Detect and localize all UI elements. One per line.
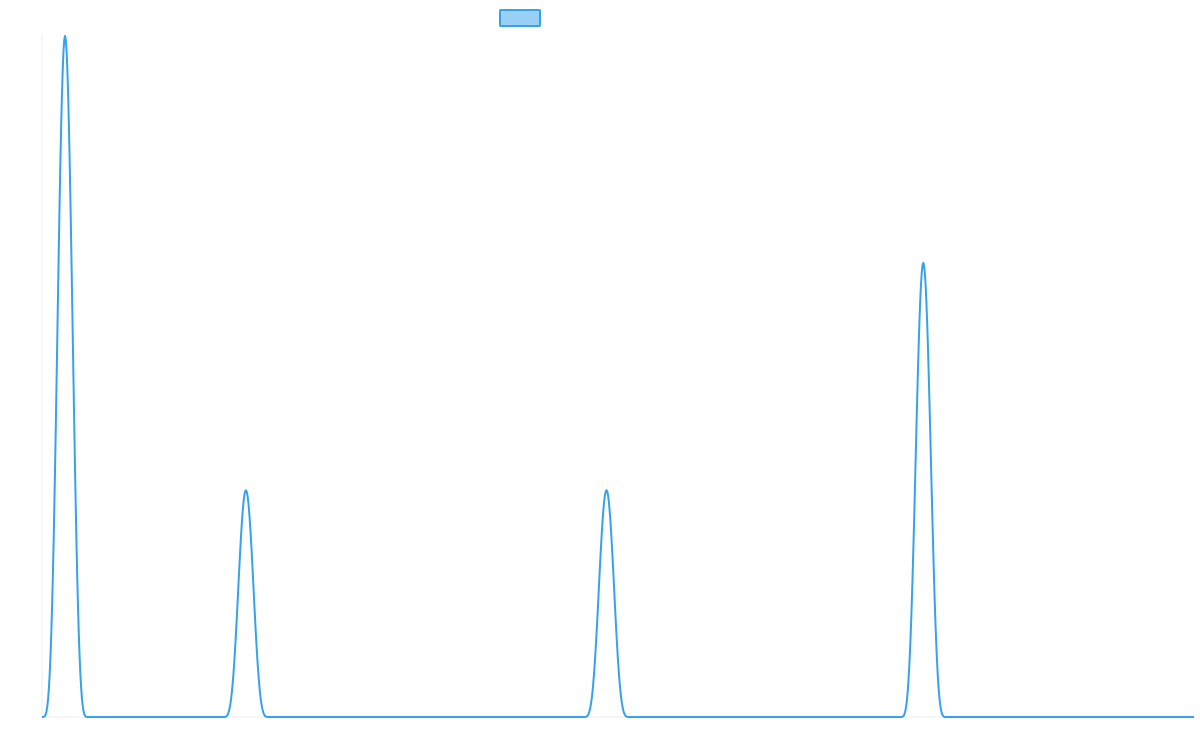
peak-point[interactable] <box>601 485 611 495</box>
series-line <box>41 35 1194 718</box>
peak-point[interactable] <box>241 485 251 495</box>
peak-point[interactable] <box>918 258 928 268</box>
legend-swatch[interactable] <box>499 9 541 27</box>
peak-point[interactable] <box>60 31 70 41</box>
series-group <box>41 31 1194 718</box>
